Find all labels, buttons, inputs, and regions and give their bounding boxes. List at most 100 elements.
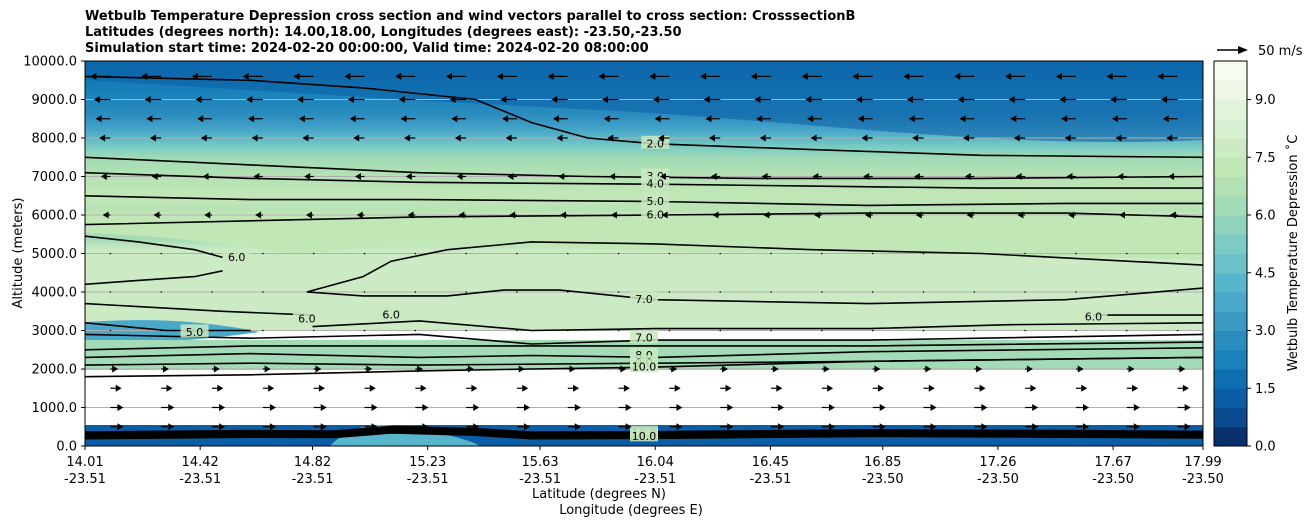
wind-vector-head: [369, 384, 376, 392]
wind-vector-head: [1032, 404, 1039, 411]
contour-label-bg: [180, 324, 209, 338]
wind-vector-head: [1168, 173, 1175, 180]
wind-vector-head: [812, 173, 819, 180]
wind-vector-head: [99, 134, 106, 142]
wind-vector-head: [1064, 134, 1071, 142]
y-axis: 0.0 1000.0 2000.0 3000.0 4000.0 5000.0 6000.0 7…: [23, 55, 85, 455]
colorbar-segment: [1214, 369, 1247, 389]
wind-vector-head: [807, 115, 814, 123]
colorbar-segment: [1214, 138, 1247, 158]
wind-vector-head: [1133, 423, 1140, 431]
wind-vector: [312, 252, 315, 255]
wind-vector-head: [556, 134, 563, 142]
contour-label-bg: [641, 193, 670, 207]
wind-vector-head: [246, 96, 253, 103]
wind-vector-head: [449, 96, 456, 103]
wind-vector-head: [1032, 423, 1039, 431]
wind-vector-head: [776, 384, 783, 392]
wind-vector-head: [219, 423, 226, 431]
wind-vector: [465, 252, 467, 255]
colorbar-tick-label: 7.5: [1255, 151, 1276, 166]
wind-vector: [1176, 252, 1179, 255]
wind-vector-head: [552, 115, 559, 123]
colorbar-segment: [1214, 407, 1247, 428]
wind-vector-head: [659, 173, 666, 180]
wind-vector-head: [371, 423, 378, 431]
y-tick-label: 7000.0: [32, 170, 78, 185]
wind-vector-head: [674, 384, 681, 392]
wind-vector-head: [857, 115, 864, 123]
wind-vector-head: [778, 404, 785, 411]
wind-vector: [211, 329, 213, 332]
wind-vector-head: [1077, 365, 1084, 373]
wind-vector-head: [610, 211, 617, 219]
wind-vector-head: [778, 423, 785, 431]
wind-vector-head: [750, 72, 757, 80]
wind-vector-head: [620, 365, 627, 373]
x-tick-label-lat: 17.67: [1095, 455, 1132, 470]
wind-vector-head: [1013, 134, 1020, 142]
wind-vector-head: [856, 96, 863, 103]
contour-line: [85, 302, 313, 316]
wind-vector-head: [754, 96, 761, 103]
wind-vector-head: [913, 173, 920, 180]
contour-label: 2.0: [646, 137, 664, 150]
contour-line: [85, 356, 1203, 378]
wind-vector-head: [1082, 423, 1089, 431]
colorbar-segment: [1214, 99, 1247, 120]
wind-vector: [1125, 252, 1128, 255]
wind-vector-head: [1008, 96, 1015, 103]
wind-vector-head: [823, 365, 830, 373]
wind-vector: [668, 252, 671, 255]
wind-vector: [871, 252, 874, 255]
wind-vector: [871, 291, 874, 293]
wind-vector-head: [371, 404, 378, 411]
wind-vector-head: [1162, 115, 1169, 123]
wind-vector-head: [903, 72, 910, 80]
wind-vector-head: [551, 96, 558, 103]
wind-vector-head: [304, 173, 311, 180]
colorbar-segment: [1214, 157, 1247, 177]
colorbar-tick-label: 9.0: [1255, 93, 1276, 108]
wind-vector-head: [1179, 365, 1186, 373]
y-tick-label: 3000.0: [32, 324, 78, 339]
x-tick-label-lat: 15.23: [409, 455, 446, 470]
colorbar-segment: [1214, 80, 1247, 100]
wind-vector-head: [861, 134, 868, 142]
field-band-upper-dark: [85, 61, 1203, 143]
x-tick-label-lon: -23.50: [977, 472, 1019, 487]
contour-label-bg: [630, 428, 658, 442]
wind-vector-head: [1182, 384, 1189, 392]
x-axis-label: Latitude (degrees N): [532, 487, 666, 502]
contour-line: [85, 322, 251, 332]
contour-line: [306, 287, 1203, 305]
x-tick-label-lon: -23.50: [1182, 472, 1224, 487]
contour-label: 10.0: [632, 361, 657, 374]
wind-vector-head: [705, 115, 712, 123]
quiver-key-label: 50 m/s: [1258, 44, 1303, 59]
wind-vector-head: [344, 72, 351, 80]
wind-vector-head: [703, 96, 710, 103]
x-tick-label-lat: 16.45: [752, 455, 789, 470]
wind-vector: [414, 329, 417, 332]
wind-vector-head: [248, 115, 255, 123]
wind-vector-head: [1066, 173, 1073, 180]
wind-vector-head: [100, 173, 107, 180]
wind-vector-head: [721, 365, 728, 373]
wind-vector: [770, 329, 772, 332]
wind-vector-head: [963, 134, 970, 142]
y-tick-label: 2000.0: [32, 363, 78, 378]
wind-vector: [770, 252, 772, 255]
wind-vector-head: [473, 423, 480, 431]
colorbar-segment: [1214, 176, 1247, 197]
wind-vector-head: [166, 384, 173, 392]
wind-vector-head: [814, 211, 821, 219]
wind-vector: [566, 329, 569, 332]
wind-vector-head: [200, 134, 207, 142]
y-axis-label: Altitude (meters): [11, 198, 26, 309]
x-tick-label-lat: 16.04: [637, 455, 674, 470]
wind-vector-head: [1015, 173, 1022, 180]
wind-vector: [465, 329, 467, 332]
wind-vector-head: [115, 384, 122, 392]
contour-label: 6.0: [228, 251, 246, 264]
